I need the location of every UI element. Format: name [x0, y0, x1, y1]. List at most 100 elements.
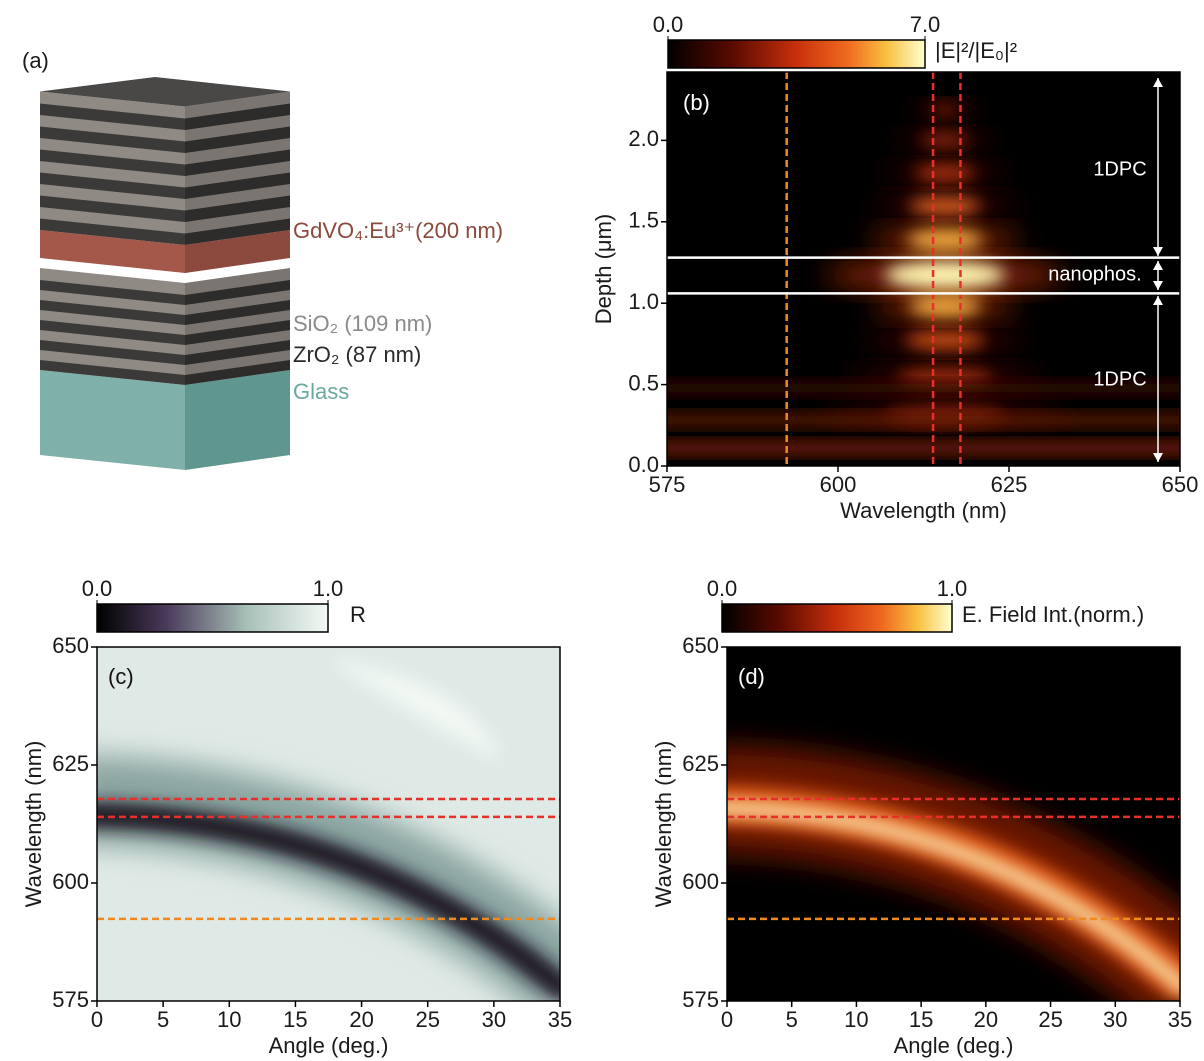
y-axis-title: Wavelength (nm)	[651, 741, 676, 908]
stack-layer	[185, 195, 290, 222]
stack-layer	[40, 183, 185, 211]
glass-layer	[185, 370, 290, 470]
layer-label: SiO₂ (109 nm)	[293, 311, 432, 336]
y-axis-title: Depth (μm)	[591, 214, 616, 324]
colorbar-tick-label: 0.0	[653, 12, 684, 37]
colorbar-label: |E|²/|E₀|²	[935, 38, 1017, 63]
x-tick-label: 575	[649, 472, 686, 497]
x-tick-label: 600	[820, 472, 857, 497]
stack-layer	[40, 172, 185, 199]
y-tick-label: 0.5	[628, 370, 659, 395]
field-lobe	[921, 132, 969, 148]
x-tick-label: 10	[844, 1007, 868, 1032]
x-tick-label: 625	[991, 472, 1028, 497]
arrow-head	[1153, 78, 1163, 87]
stack-layer	[40, 103, 185, 130]
arrow-head	[1153, 281, 1163, 290]
stack-layer	[185, 308, 290, 335]
y-tick-label: 600	[682, 869, 719, 894]
x-tick-label: 25	[1038, 1007, 1062, 1032]
panel-label: (a)	[22, 48, 49, 73]
field-stripe	[667, 442, 1180, 454]
region-label: nanophos.	[1048, 263, 1141, 285]
bright-region	[330, 660, 500, 760]
stack-layer	[185, 206, 290, 234]
y-tick-label: 650	[682, 633, 719, 658]
y-tick-label: 650	[52, 633, 89, 658]
stack-layer	[185, 328, 290, 355]
x-tick-label: 30	[1103, 1007, 1127, 1032]
colorbar-tick-label: 7.0	[910, 12, 941, 37]
stack-layer	[40, 218, 185, 245]
x-axis-title: Angle (deg.)	[269, 1033, 389, 1058]
field-stripe	[667, 382, 1180, 394]
stack-layer	[185, 318, 290, 345]
stack-layer	[40, 288, 185, 315]
stack-layer	[185, 91, 290, 119]
stack-layer	[185, 298, 290, 325]
y-tick-label: 600	[52, 869, 89, 894]
stack-layer	[185, 149, 290, 176]
stack-layer	[40, 114, 185, 142]
field-lobe	[907, 229, 983, 251]
colorbar-tick-label: 0.0	[82, 576, 113, 601]
arrow-head	[1153, 261, 1163, 270]
field-lobe	[909, 196, 981, 216]
stack-layer	[185, 338, 290, 365]
x-tick-label: 35	[548, 1007, 572, 1032]
field-lobe	[929, 103, 961, 117]
layer-label: Glass	[293, 379, 349, 404]
arrow-head	[1153, 247, 1163, 256]
dip-band	[97, 802, 560, 1001]
x-tick-label: 15	[283, 1007, 307, 1032]
y-tick-label: 575	[52, 987, 89, 1012]
y-tick-label: 2.0	[628, 126, 659, 151]
arrow-head	[1153, 296, 1163, 305]
field-lobe	[915, 164, 975, 182]
plot-area	[97, 647, 560, 1001]
stack-layer	[40, 308, 185, 335]
stack-layer	[40, 206, 185, 234]
plot-area	[727, 647, 1180, 1001]
x-tick-label: 35	[1168, 1007, 1192, 1032]
colorbar-label: R	[350, 602, 366, 627]
colorbar	[96, 603, 329, 633]
stack-layer	[185, 114, 290, 142]
field-lobe	[885, 261, 1005, 289]
field-lobe	[905, 330, 985, 350]
layer-label: ZrO₂ (87 nm)	[293, 342, 421, 367]
y-tick-label: 625	[682, 751, 719, 776]
stack-layer	[40, 338, 185, 365]
stack-layer	[185, 172, 290, 199]
stack-layer	[40, 268, 185, 295]
layer-stack	[40, 77, 290, 470]
stack-layer	[185, 218, 290, 245]
colorbar-tick-label: 0.0	[707, 576, 738, 601]
colorbar	[721, 603, 953, 633]
stack-layer	[185, 183, 290, 211]
field-stripe	[667, 414, 1180, 426]
x-tick-label: 10	[217, 1007, 241, 1032]
stack-layer	[185, 288, 290, 315]
plot-frame	[666, 71, 1181, 467]
layer-label: GdVO₄:Eu³⁺(200 nm)	[293, 218, 503, 243]
x-tick-label: 5	[786, 1007, 798, 1032]
x-tick-label: 30	[482, 1007, 506, 1032]
panel-label: (b)	[683, 90, 710, 115]
stack-top	[40, 77, 290, 107]
phosphor-layer	[185, 230, 290, 273]
glass-layer	[40, 370, 185, 470]
stack-layer	[185, 126, 290, 153]
arrow-head	[1153, 453, 1163, 462]
phosphor-layer	[40, 230, 185, 273]
x-tick-label: 5	[157, 1007, 169, 1032]
plot-frame	[96, 646, 561, 1002]
y-tick-label: 0.0	[628, 452, 659, 477]
stack-layer	[40, 318, 185, 345]
colorbar-label: E. Field Int.(norm.)	[962, 602, 1144, 627]
x-axis-title: Wavelength (nm)	[840, 498, 1007, 523]
stack-layer	[40, 137, 185, 165]
plot-frame	[726, 646, 1181, 1002]
panel-label: (c)	[108, 664, 134, 689]
